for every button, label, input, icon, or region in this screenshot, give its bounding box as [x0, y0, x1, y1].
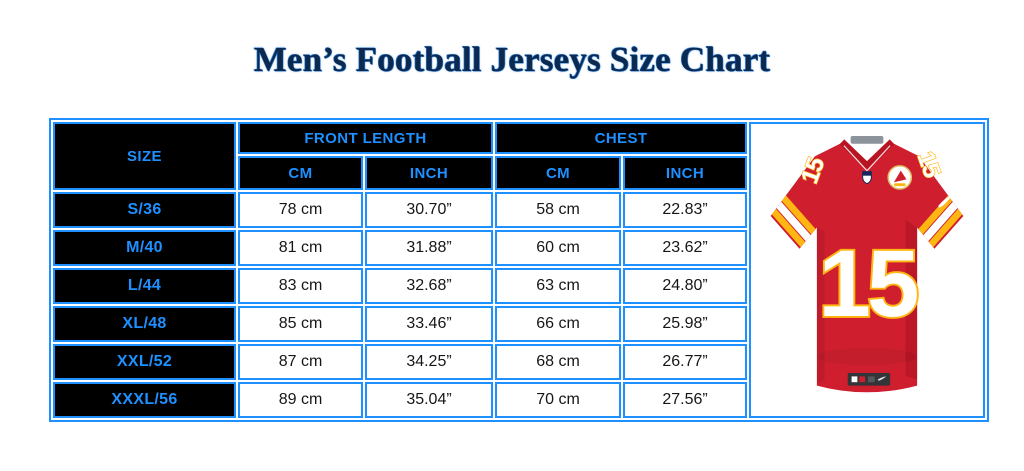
table-row: XXL/52 87 cm 34.25” 68 cm 26.77” [53, 344, 985, 380]
chest-cm-cell: 58 cm [495, 192, 622, 228]
jersey-product-image: 15 15 15 [770, 135, 964, 392]
chest-inch-header: INCH [623, 156, 748, 190]
size-cell: XXL/52 [53, 344, 236, 380]
table-row: S/36 78 cm 30.70” 58 cm 22.83” [53, 192, 985, 228]
front-length-cm-header: CM [238, 156, 363, 190]
chest-inch-cell: 25.98” [623, 306, 748, 342]
collar-band [839, 138, 895, 171]
chest-cm-cell: 70 cm [495, 382, 622, 418]
size-cell: L/44 [53, 268, 236, 304]
front-inch-cell: 33.46” [365, 306, 494, 342]
chest-number: 15 [818, 232, 917, 337]
table-row: M/40 81 cm 31.88” 60 cm 23.62” [53, 230, 985, 266]
side-shadow [816, 227, 825, 384]
size-chart: SIZE FRONT LENGTH CHEST [49, 118, 990, 422]
jock-tag [847, 372, 891, 386]
jersey-image-cell: 15 15 15 [749, 122, 986, 418]
chest-cm-header: CM [495, 156, 622, 190]
table-row: XL/48 85 cm 33.46” 66 cm 25.98” [53, 306, 985, 342]
size-cell: XL/48 [53, 306, 236, 342]
nike-swoosh-icon [938, 193, 954, 208]
size-chart-table: SIZE FRONT LENGTH CHEST [49, 118, 990, 422]
front-cm-cell: 81 cm [238, 230, 363, 266]
front-cm-cell: 87 cm [238, 344, 363, 380]
front-inch-cell: 34.25” [365, 344, 494, 380]
header-unit-row: CM INCH CM INCH [53, 156, 985, 190]
front-cm-cell: 89 cm [238, 382, 363, 418]
size-cell: S/36 [53, 192, 236, 228]
col-group-chest: CHEST [495, 122, 748, 154]
col-group-front-length: FRONT LENGTH [238, 122, 494, 154]
table-row: L/44 83 cm 32.68” 63 cm 24.80” [53, 268, 985, 304]
front-inch-cell: 31.88” [365, 230, 494, 266]
size-cell: M/40 [53, 230, 236, 266]
fold-shadow [816, 347, 918, 365]
chiefs-patch-icon [887, 164, 913, 190]
chest-inch-cell: 27.56” [623, 382, 748, 418]
nfl-shield-icon [862, 170, 872, 184]
col-header-size: SIZE [53, 122, 236, 190]
chest-cm-cell: 63 cm [495, 268, 622, 304]
header-group-row: SIZE FRONT LENGTH CHEST [53, 122, 986, 418]
chest-cm-cell: 66 cm [495, 306, 622, 342]
front-cm-cell: 78 cm [238, 192, 363, 228]
front-cm-cell: 85 cm [238, 306, 363, 342]
side-mesh-panel [905, 219, 918, 380]
table-row: XXXL/56 89 cm 35.04” 70 cm 27.56” [53, 382, 985, 418]
front-inch-cell: 30.70” [365, 192, 494, 228]
back-collar-trim [850, 135, 884, 144]
chest-inch-cell: 23.62” [623, 230, 748, 266]
chest-inch-cell: 24.80” [623, 268, 748, 304]
page-title: Men’s Football Jerseys Size Chart [253, 40, 771, 79]
chest-inch-cell: 26.77” [623, 344, 748, 380]
front-cm-cell: 83 cm [238, 268, 363, 304]
chest-inch-cell: 22.83” [623, 192, 748, 228]
collar-piping [843, 144, 891, 172]
size-cell: XXXL/56 [53, 382, 236, 418]
front-inch-cell: 32.68” [365, 268, 494, 304]
chest-cm-cell: 68 cm [495, 344, 622, 380]
front-inch-cell: 35.04” [365, 382, 494, 418]
chest-cm-cell: 60 cm [495, 230, 622, 266]
front-length-inch-header: INCH [365, 156, 494, 190]
